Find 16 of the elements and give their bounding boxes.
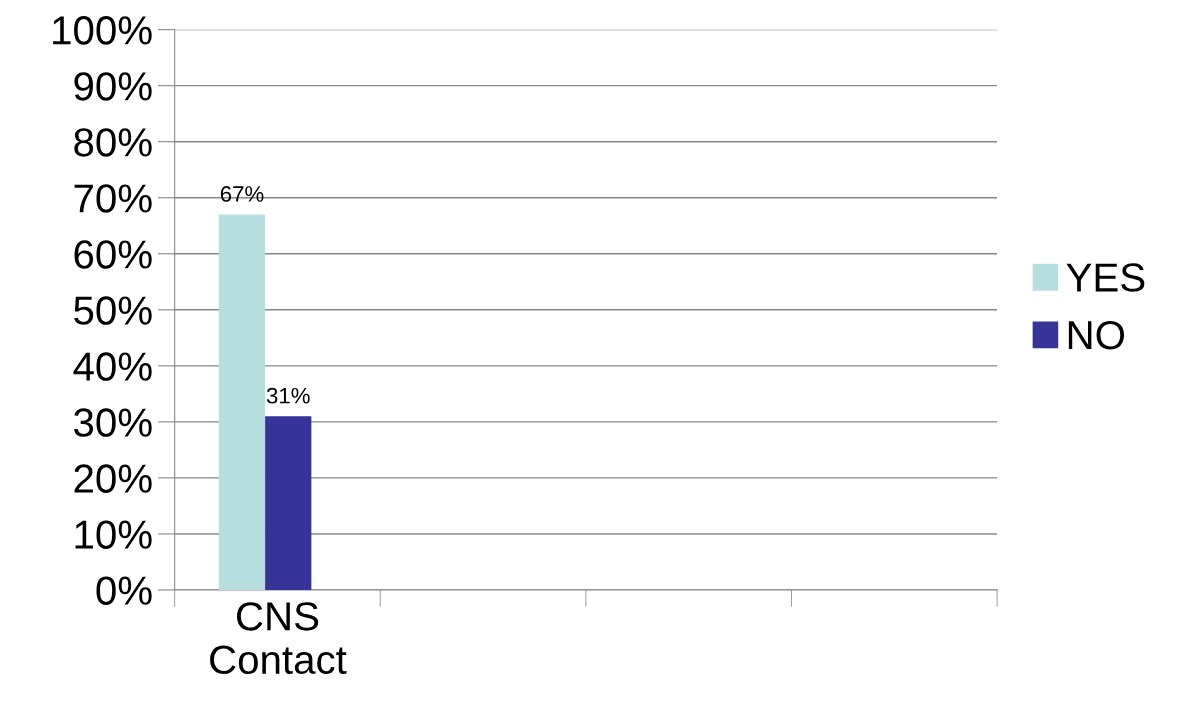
y-tick-label: 30% bbox=[74, 408, 152, 437]
y-tick-label: 70% bbox=[74, 184, 152, 213]
legend-label: YES bbox=[1066, 263, 1145, 292]
y-tick-label: 0% bbox=[96, 576, 152, 605]
y-tick-label: 90% bbox=[74, 72, 152, 101]
legend-label: NO bbox=[1068, 320, 1125, 350]
x-tick-label: CNS Contact bbox=[210, 602, 347, 675]
data-label: 67% bbox=[220, 186, 264, 202]
data-label: 31% bbox=[266, 387, 310, 404]
y-tick-label: 40% bbox=[73, 352, 152, 381]
y-tick-label: 80% bbox=[74, 128, 152, 157]
y-tick-label: 20% bbox=[74, 464, 152, 493]
y-tick-label: 60% bbox=[74, 240, 152, 269]
y-tick-label: 10% bbox=[75, 520, 152, 549]
y-tick-label: 100% bbox=[53, 16, 152, 45]
y-tick-label: 50% bbox=[74, 296, 152, 325]
